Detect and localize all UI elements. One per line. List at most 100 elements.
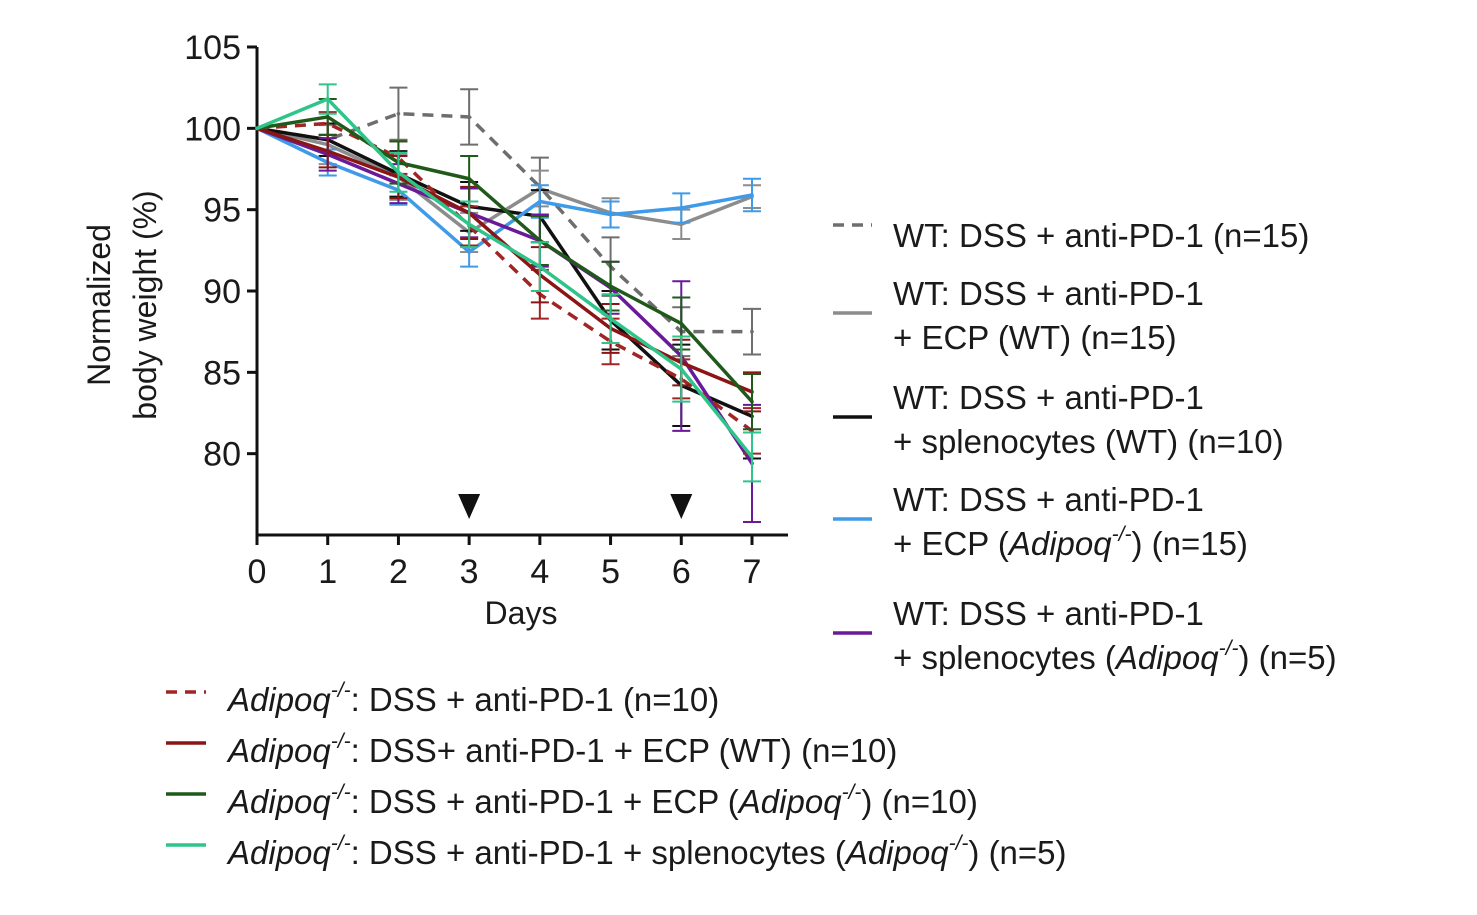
y-axis-title-line-1: Normalized (81, 224, 117, 386)
legend-item: Adipoq-/-​: DSS + anti-PD-1 (n=10) (166, 679, 719, 718)
treatment-arrow-marker (670, 494, 693, 519)
y-tick-label: 100 (184, 110, 241, 148)
series-line (256, 97, 754, 459)
text-run: ) (n=5) (968, 834, 1066, 871)
text-run: + ECP ( (893, 525, 1009, 562)
data-point (750, 193, 754, 197)
data-point (750, 329, 754, 334)
series-1 (255, 124, 761, 253)
text-run: ) (n=5) (1238, 639, 1336, 676)
superscript: -/- (949, 832, 969, 855)
series-line (256, 121, 754, 433)
y-axis-title-line-2: body weight (%) (127, 190, 163, 419)
y-tick-label: 85 (203, 354, 241, 392)
data-point (467, 250, 471, 254)
x-axis-title: Days (485, 595, 558, 631)
data-point (255, 126, 259, 131)
legend-label: WT: DSS + anti-PD-1 (893, 481, 1204, 518)
data-point (325, 115, 330, 119)
x-tick-label: 6 (672, 553, 691, 591)
legend-label: WT: DSS + anti-PD-1 (893, 379, 1204, 416)
y-axis-title: Normalized body weight (%) (81, 190, 163, 419)
legend-label: + splenocytes (WT) (n=10) (893, 423, 1284, 460)
text-run: Adipoq (226, 783, 331, 820)
legend-label: Adipoq-/-​: DSS + anti-PD-1 + splenocyte… (226, 832, 1067, 871)
legend-label: Adipoq-/-​: DSS+ anti-PD-1 + ECP (WT) (n… (226, 730, 897, 769)
legend-label: WT: DSS + anti-PD-1 (893, 275, 1204, 312)
legend-item: WT: DSS + anti-PD-1 + ECP (Adipoq-/-​) (n… (833, 481, 1248, 562)
superscript: -/- (331, 679, 351, 702)
y-tick-label: 80 (203, 436, 241, 474)
data-point (750, 455, 754, 459)
y-tick-label: 95 (203, 192, 241, 230)
y-tick-label: 105 (184, 29, 241, 67)
x-tick-label: 5 (601, 553, 620, 591)
data-point (608, 212, 613, 217)
series-line (256, 126, 753, 235)
text-run: ) (n=10) (861, 783, 977, 820)
data-point (467, 176, 471, 181)
x-tick-label: 0 (248, 553, 267, 591)
superscript: -/- (842, 781, 862, 804)
legend-item: WT: DSS + anti-PD-1 (n=15) (833, 217, 1309, 254)
text-run: : DSS + anti-PD-1 + ECP ( (351, 783, 739, 820)
text-run: + splenocytes (WT) (n=10) (893, 423, 1284, 460)
legend-item: WT: DSS + anti-PD-1 + splenocytes (WT) (n… (833, 379, 1284, 460)
legend-label: + ECP (Adipoq-/-​) (n=15) (893, 523, 1248, 562)
text-run: : DSS + anti-PD-1 + splenocytes ( (351, 834, 846, 871)
text-run: Adipoq (1007, 525, 1112, 562)
text-run: : DSS + anti-PD-1 (n=10) (351, 681, 720, 718)
y-tick-label: 90 (203, 273, 241, 311)
axes: 80 85 90 95 100 105 0 1 2 3 4 5 6 7 (184, 29, 788, 591)
legend-bottom: Adipoq-/-​: DSS + anti-PD-1 (n=10)Adipoq… (166, 679, 1067, 871)
text-run: Adipoq (737, 783, 842, 820)
legend-item: Adipoq-/-​: DSS + anti-PD-1 + ECP (Adipo… (166, 781, 978, 820)
series-layer (255, 83, 761, 523)
data-point (396, 111, 401, 116)
data-point (325, 149, 330, 153)
superscript: -/- (1219, 637, 1239, 660)
superscript: -/- (1112, 523, 1132, 546)
legend-label: WT: DSS + anti-PD-1 (n=15) (893, 217, 1309, 254)
series-line (256, 111, 752, 334)
series-line (256, 115, 754, 403)
x-tick-label: 4 (530, 553, 549, 591)
series-6 (255, 126, 761, 413)
data-point (750, 399, 754, 404)
data-point (608, 284, 613, 288)
text-run: Adipoq (844, 834, 949, 871)
data-point (467, 115, 471, 119)
data-point (325, 97, 330, 101)
text-run: + ECP (WT) (n=15) (893, 319, 1177, 356)
legend-item: WT: DSS + anti-PD-1 + ECP (WT) (n=15) (833, 275, 1204, 356)
text-run: WT: DSS + anti-PD-1 (893, 481, 1204, 518)
data-point (679, 367, 684, 371)
text-run: WT: DSS + anti-PD-1 (893, 379, 1204, 416)
legend-label: + ECP (WT) (n=15) (893, 319, 1177, 356)
text-run: Adipoq (1114, 639, 1219, 676)
legend-item: Adipoq-/-​: DSS + anti-PD-1 + splenocyte… (166, 832, 1067, 871)
text-run: WT: DSS + anti-PD-1 (n=15) (893, 217, 1309, 254)
text-run: WT: DSS + anti-PD-1 (893, 595, 1204, 632)
legend-label: Adipoq-/-​: DSS + anti-PD-1 (n=10) (226, 679, 719, 718)
x-tick-label: 1 (318, 553, 337, 591)
x-tick-label: 2 (389, 553, 408, 591)
x-tick-label: 7 (743, 553, 762, 591)
legend-item: WT: DSS + anti-PD-1 + splenocytes (Adipoq… (833, 595, 1337, 676)
series-8 (255, 83, 761, 483)
text-run: + splenocytes ( (893, 639, 1116, 676)
data-point (679, 321, 684, 326)
treatment-markers (458, 494, 693, 519)
superscript: -/- (331, 730, 351, 753)
series-4 (255, 126, 761, 523)
treatment-arrow-marker (458, 494, 481, 519)
data-point (396, 170, 401, 175)
superscript: -/- (331, 832, 351, 855)
series-2 (255, 122, 761, 460)
data-point (467, 222, 471, 227)
legend-label: Adipoq-/-​: DSS + anti-PD-1 + ECP (Adipo… (226, 781, 978, 820)
legend-item: Adipoq-/-​: DSS+ anti-PD-1 + ECP (WT) (n… (166, 730, 897, 769)
data-point (538, 264, 542, 269)
text-run: Adipoq (226, 681, 331, 718)
